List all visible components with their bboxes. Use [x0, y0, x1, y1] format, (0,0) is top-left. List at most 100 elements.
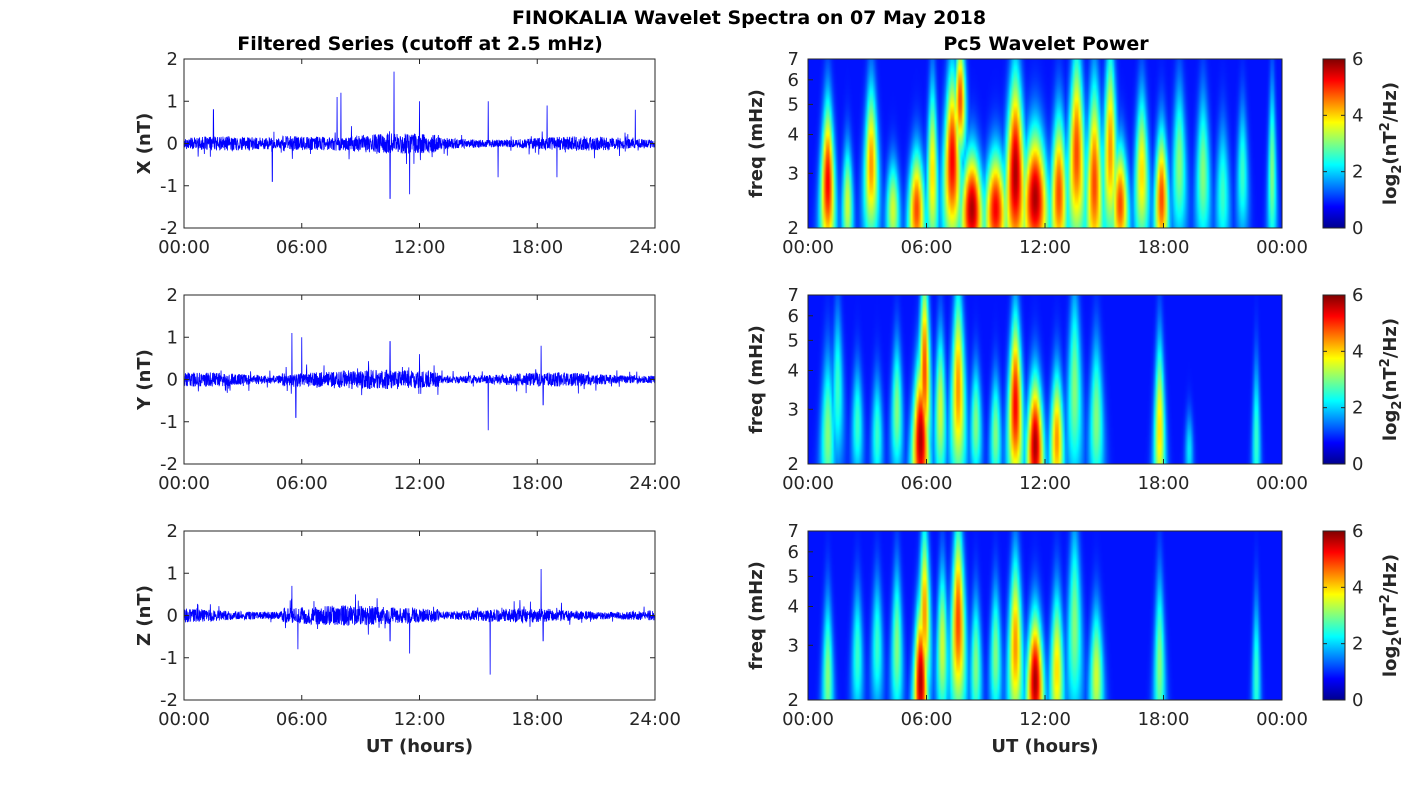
colorbar-tick-label: 0: [1352, 690, 1363, 711]
colorbar-tick-label: 4: [1352, 341, 1363, 362]
y-axis-label: Y (nT): [134, 349, 155, 411]
x-tick-label: 18:00: [1138, 709, 1190, 730]
y-tick-label: -2: [160, 454, 178, 475]
y-tick-label: 5: [788, 566, 799, 587]
y-tick-label: 7: [788, 521, 799, 542]
timeseries-panel-z: 00:00 06:00 12:00 18:00 24:00 -2 -1 0 1 2 Z (nT) UT…: [134, 521, 681, 757]
y-tick-label: 2: [167, 285, 178, 306]
y-tick-label: 2: [788, 454, 799, 475]
x-tick-label: 06:00: [901, 473, 953, 494]
x-axis-label: UT (hours): [991, 736, 1098, 757]
x-tick-label: 12:00: [394, 709, 446, 730]
colorbar-z: 0 2 4 6 log2(nT2/Hz): [1322, 521, 1405, 711]
x-tick-label: 18:00: [511, 709, 563, 730]
y-tick-label: 2: [167, 521, 178, 542]
x-tick-label: 00:00: [782, 237, 834, 258]
x-tick-label: 06:00: [901, 709, 953, 730]
x-tick-label: 00:00: [158, 237, 210, 258]
x-axis-label: UT (hours): [366, 736, 473, 757]
y-axis-label: freq (mHz): [746, 89, 767, 198]
x-tick-label: 00:00: [1256, 237, 1308, 258]
y-tick-label: 2: [788, 690, 799, 711]
y-tick-label: 0: [167, 606, 178, 627]
y-tick-label: 3: [788, 635, 799, 656]
colorbar-tick-label: 4: [1352, 105, 1363, 126]
y-tick-label: 3: [788, 163, 799, 184]
y-axis-label: freq (mHz): [746, 325, 767, 434]
y-tick-label: 4: [788, 360, 799, 381]
colorbar-tick-label: 6: [1352, 521, 1363, 542]
wavelet-power-image-z: [808, 531, 1282, 700]
x-tick-label: 12:00: [1019, 709, 1071, 730]
y-tick-label: 4: [788, 596, 799, 617]
colorbar-tick-label: 2: [1352, 162, 1363, 183]
x-tick-label: 00:00: [158, 709, 210, 730]
y-tick-label: 1: [167, 327, 178, 348]
y-tick-label: -1: [160, 412, 178, 433]
x-tick-label: 12:00: [394, 237, 446, 258]
wavelet-power-image-y: [808, 295, 1282, 464]
y-tick-label: 6: [788, 70, 799, 91]
x-tick-label: 00:00: [782, 473, 834, 494]
colorbar-label: log2(nT2/Hz): [1378, 554, 1405, 677]
x-tick-label: 06:00: [276, 709, 328, 730]
y-tick-label: 7: [788, 49, 799, 70]
y-tick-label: 5: [788, 330, 799, 351]
x-tick-label: 06:00: [276, 237, 328, 258]
y-tick-label: 5: [788, 94, 799, 115]
colorbar-tick-label: 0: [1352, 454, 1363, 475]
x-tick-label: 00:00: [782, 709, 834, 730]
y-tick-label: 7: [788, 285, 799, 306]
y-tick-label: 2: [167, 49, 178, 70]
colorbar-tick-label: 2: [1352, 398, 1363, 419]
right-column-title: Pc5 Wavelet Power: [943, 33, 1149, 55]
x-tick-label: 06:00: [276, 473, 328, 494]
colorbar-label: log2(nT2/Hz): [1378, 318, 1405, 441]
y-tick-label: -2: [160, 690, 178, 711]
x-tick-label: 18:00: [511, 237, 563, 258]
wavelet-power-image-x: [808, 59, 1282, 228]
y-tick-label: 6: [788, 306, 799, 327]
x-tick-label: 00:00: [158, 473, 210, 494]
x-tick-label: 06:00: [901, 237, 953, 258]
series-trace-x: [183, 71, 656, 199]
colorbar-label: log2(nT2/Hz): [1378, 82, 1405, 205]
x-tick-label: 00:00: [1256, 709, 1308, 730]
x-tick-label: 24:00: [629, 473, 681, 494]
x-tick-label: 18:00: [511, 473, 563, 494]
y-tick-label: -1: [160, 176, 178, 197]
y-tick-label: 0: [167, 134, 178, 155]
x-tick-label: 12:00: [1019, 237, 1071, 258]
timeseries-panel-y: 00:00 06:00 12:00 18:00 24:00 -2 -1 0 1 2 Y (nT): [134, 285, 681, 494]
y-axis-label: X (nT): [134, 113, 155, 175]
colorbar-tick-label: 2: [1352, 634, 1363, 655]
x-tick-label: 18:00: [1138, 237, 1190, 258]
y-tick-label: -1: [160, 648, 178, 669]
colorbar-tick-label: 6: [1352, 285, 1363, 306]
x-tick-label: 12:00: [394, 473, 446, 494]
colorbar-tick-label: 0: [1352, 218, 1363, 239]
colorbar-tick-label: 4: [1352, 577, 1363, 598]
y-tick-label: 1: [167, 91, 178, 112]
y-tick-label: -2: [160, 218, 178, 239]
x-tick-label: 24:00: [629, 237, 681, 258]
timeseries-panel-x: 00:00 06:00 12:00 18:00 24:00 -2 -1 0 1 2 X (nT): [134, 49, 681, 258]
colorbar-gradient: [1322, 294, 1346, 465]
left-column-title: Filtered Series (cutoff at 2.5 mHz): [237, 33, 603, 55]
x-tick-label: 12:00: [1019, 473, 1071, 494]
y-tick-label: 2: [788, 218, 799, 239]
x-tick-label: 24:00: [629, 709, 681, 730]
figure-title: FINOKALIA Wavelet Spectra on 07 May 2018: [512, 7, 986, 29]
y-tick-label: 3: [788, 399, 799, 420]
y-axis-label: freq (mHz): [746, 561, 767, 670]
colorbar-gradient: [1322, 530, 1346, 701]
y-axis-label: Z (nT): [134, 585, 155, 646]
y-tick-label: 1: [167, 563, 178, 584]
colorbar-gradient: [1322, 58, 1346, 229]
x-tick-label: 18:00: [1138, 473, 1190, 494]
series-trace-z: [183, 569, 656, 675]
